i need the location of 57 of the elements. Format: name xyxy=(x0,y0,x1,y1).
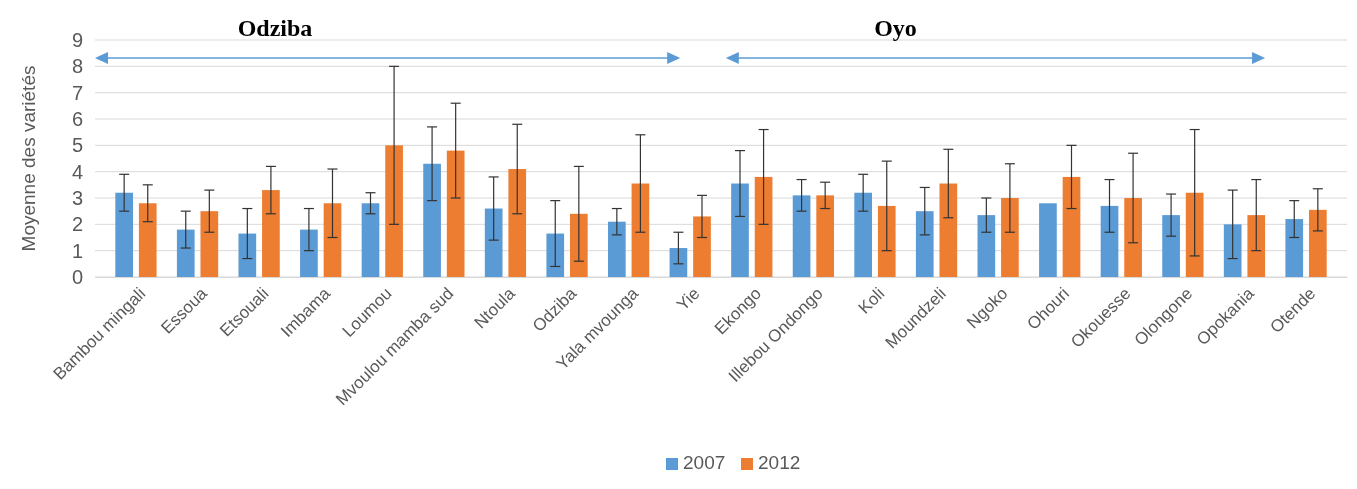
bar xyxy=(238,233,257,277)
bar xyxy=(1308,209,1327,277)
y-tick-label: 9 xyxy=(71,28,83,51)
bar xyxy=(508,169,527,277)
bar xyxy=(631,183,650,277)
bar xyxy=(262,190,280,277)
annotation: Odziba xyxy=(237,15,313,41)
bar xyxy=(176,229,195,277)
bar xyxy=(361,203,380,277)
y-tick-label: 6 xyxy=(71,107,83,130)
legend-label: 2012 xyxy=(758,452,801,473)
y-tick-label: 2 xyxy=(71,213,83,236)
bar xyxy=(939,183,958,277)
bar xyxy=(915,211,934,277)
y-tick-label: 7 xyxy=(71,81,83,104)
bar xyxy=(1001,198,1019,277)
bar xyxy=(300,229,318,277)
bar xyxy=(138,203,157,277)
x-tick-label: Koli xyxy=(854,284,889,318)
bar xyxy=(1162,215,1180,277)
bar xyxy=(1247,215,1266,277)
bar xyxy=(1185,192,1204,277)
y-tick-label: 4 xyxy=(71,160,83,183)
y-tick-label: 5 xyxy=(71,134,83,157)
bar xyxy=(385,145,403,277)
bar xyxy=(854,192,873,277)
y-tick-label: 8 xyxy=(71,55,83,78)
bar xyxy=(1100,205,1119,277)
bar xyxy=(484,208,503,277)
bar xyxy=(115,192,134,277)
y-tick-label: 1 xyxy=(71,239,83,262)
bar xyxy=(323,203,342,277)
legend-label: 2007 xyxy=(683,452,726,473)
bar xyxy=(607,221,626,277)
bar xyxy=(546,233,565,277)
bar xyxy=(877,205,896,277)
bar xyxy=(792,195,811,277)
annotation: Oyo xyxy=(874,15,917,41)
y-axis-title: Moyenne des variétés xyxy=(18,65,39,252)
bar xyxy=(816,195,835,277)
bar xyxy=(731,183,749,277)
bar xyxy=(1223,224,1242,277)
bar xyxy=(1285,219,1304,277)
bar xyxy=(669,248,688,277)
bar xyxy=(977,215,996,277)
bar xyxy=(693,216,711,277)
bar xyxy=(1124,198,1142,277)
y-tick-label: 0 xyxy=(71,265,83,288)
bar xyxy=(569,213,588,277)
bar xyxy=(423,163,441,277)
bar xyxy=(446,150,465,277)
bar xyxy=(1039,203,1057,277)
x-tick-label: Yie xyxy=(673,284,704,315)
y-tick-label: 3 xyxy=(71,186,83,209)
bar xyxy=(200,211,219,277)
bar xyxy=(1062,176,1081,277)
bar xyxy=(754,176,773,277)
